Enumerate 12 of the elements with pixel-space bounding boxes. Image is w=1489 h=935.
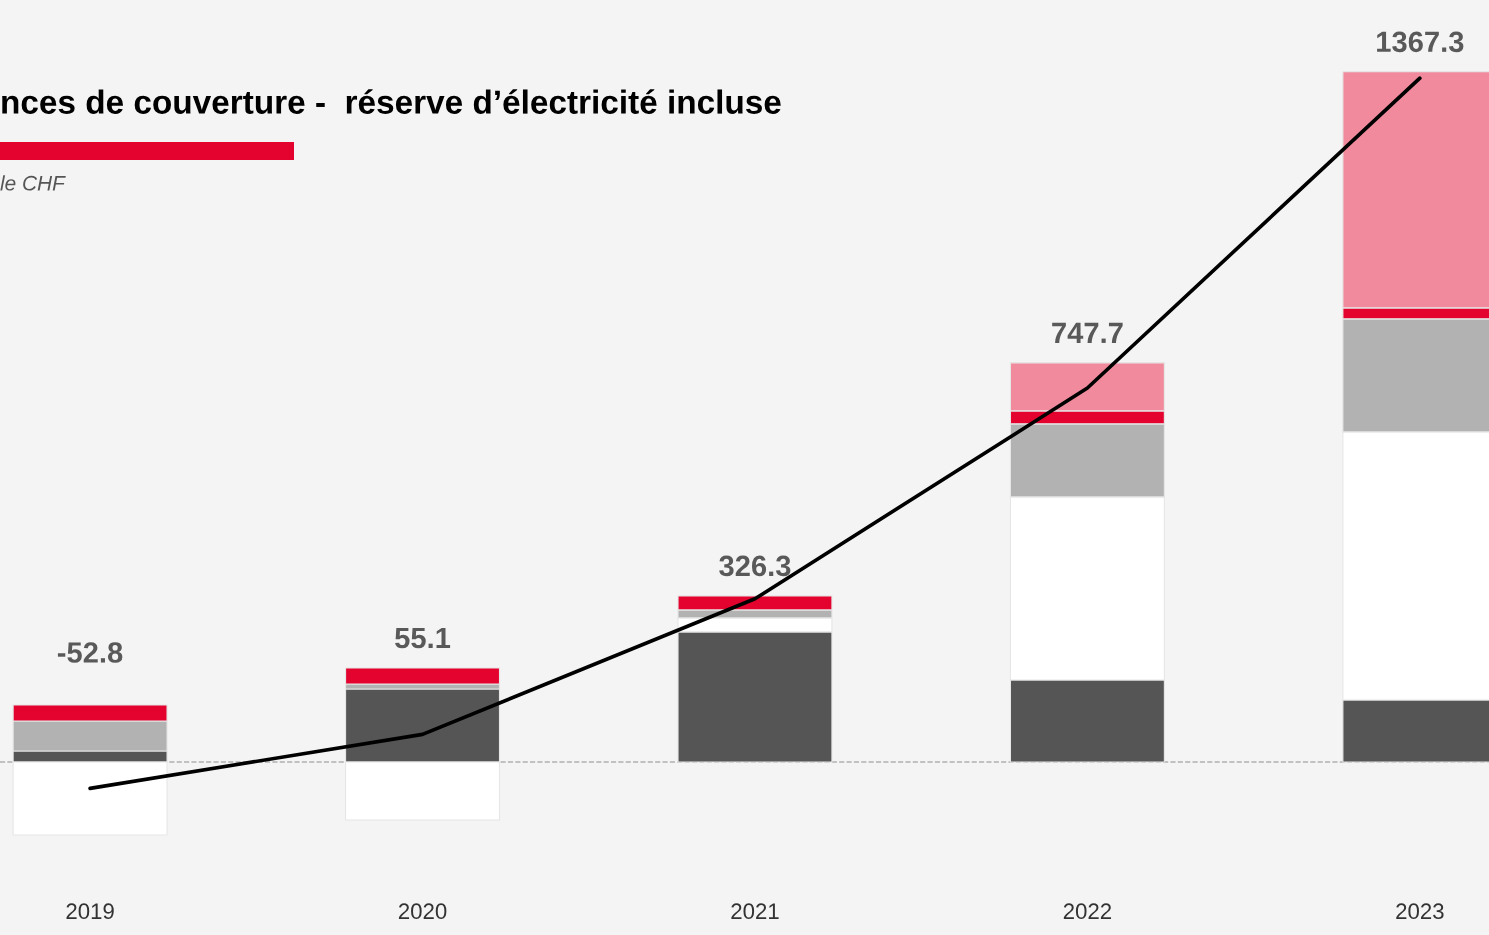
data-label: 326.3 bbox=[719, 555, 791, 577]
text: nces de couverture - réserve d’électricité incluse bbox=[2, 89, 781, 114]
x-tick-label: 2020 bbox=[398, 903, 447, 920]
x-tick-label: 2023 bbox=[1396, 903, 1444, 920]
data-label: 747.7 bbox=[1052, 322, 1123, 343]
data-label: 1367.3 bbox=[1377, 31, 1464, 53]
x-tick-label: 2022 bbox=[1063, 903, 1112, 920]
x-tick-label: 2019 bbox=[66, 903, 114, 920]
x-tick-label: 2021 bbox=[731, 903, 779, 920]
data-label: 55.1 bbox=[395, 627, 451, 649]
annotation: -52.8 bbox=[57, 642, 123, 663]
text: le CHF bbox=[0, 175, 66, 191]
